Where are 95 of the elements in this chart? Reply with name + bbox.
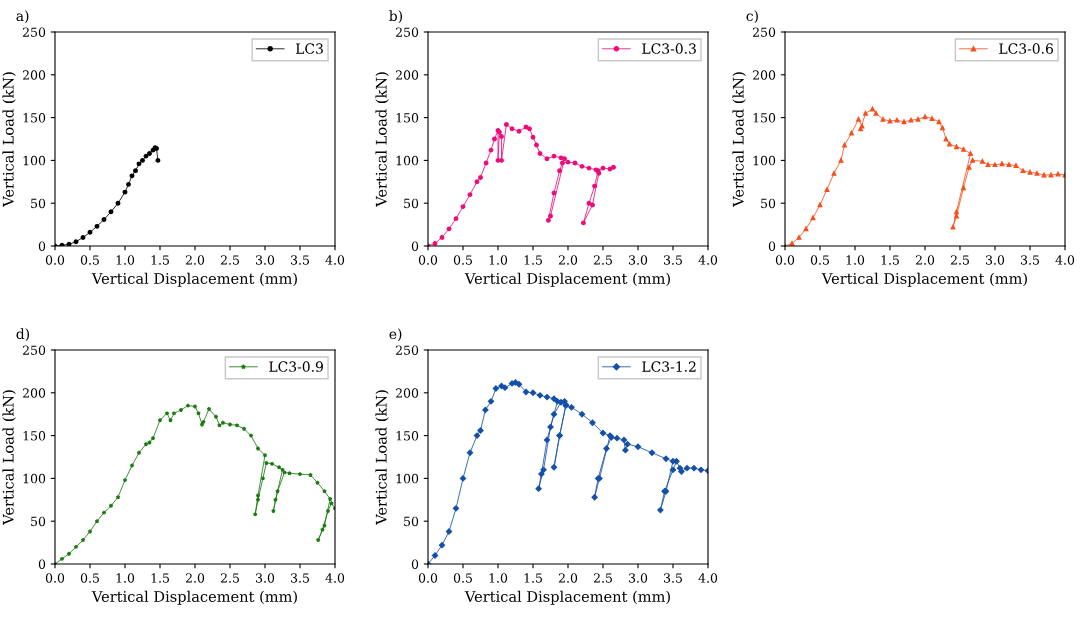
x-tick-label: 2.5 [593,255,612,265]
y-tick-label: 50 [404,516,419,527]
x-tick-label: 0.0 [45,255,65,265]
x-tick-label: 3.0 [629,255,648,265]
y-tick-label: 200 [22,388,46,398]
x-tick-label: 2.5 [220,255,239,265]
x-tick-label: 1.0 [116,573,135,583]
x-axis-title: Vertical Displacement (mm) [464,590,670,605]
legend-label: LC3-0.6 [999,43,1054,54]
y-tick-label: 200 [752,70,776,80]
y-axis-title: Vertical Load (kN) [2,390,16,525]
legend-label: LC3-1.2 [642,361,696,372]
x-tick-label: 4.0 [325,255,345,265]
x-axis-title: Vertical Displacement (mm) [464,272,670,287]
x-tick-label: 3.0 [256,255,275,265]
y-axis-title: Vertical Load (kN) [375,72,389,207]
y-tick-label: 150 [396,113,419,123]
x-axis-title: Vertical Displacement (mm) [91,272,297,287]
x-tick-label: 2.0 [558,255,578,265]
y-tick-label: 150 [23,431,46,441]
y-tick-label: 0 [38,559,46,569]
x-tick-label: 1.0 [846,255,865,265]
x-tick-label: 2.5 [593,573,612,583]
x-tick-label: 0.0 [418,255,438,265]
x-tick-label: 0.0 [418,573,438,583]
x-tick-label: 0.5 [453,573,472,583]
x-tick-label: 3.0 [629,573,648,583]
y-tick-label: 250 [395,27,419,37]
y-axis-title: Vertical Load (kN) [2,72,16,207]
x-tick-label: 2.0 [915,255,935,265]
x-tick-label: 4.0 [698,573,718,583]
x-tick-label: 3.5 [1021,255,1039,265]
legend-label: LC3 [295,43,323,54]
x-tick-label: 0.0 [45,573,65,583]
y-tick-label: 100 [23,473,46,484]
y-tick-label: 100 [396,155,419,166]
x-tick-label: 2.5 [950,255,969,265]
x-tick-label: 1.5 [524,255,542,265]
y-tick-label: 100 [396,473,419,484]
x-tick-label: 3.5 [664,255,682,265]
x-tick-label: 1.0 [489,573,508,583]
x-tick-label: 1.5 [881,255,899,265]
y-tick-label: 50 [31,516,46,527]
x-axis-title: Vertical Displacement (mm) [821,272,1027,287]
chart-title: e) [389,328,402,342]
y-tick-label: 0 [411,241,419,251]
y-axis-title: Vertical Load (kN) [375,390,389,525]
y-tick-label: 0 [768,241,776,251]
x-tick-label: 2.0 [185,573,205,583]
chart-title: a) [16,10,29,24]
x-tick-label: 4.0 [1055,255,1075,265]
x-tick-label: 1.0 [116,255,135,265]
x-tick-label: 1.5 [151,573,169,583]
x-tick-label: 4.0 [325,573,345,583]
y-tick-label: 50 [31,198,46,209]
x-tick-label: 3.0 [986,255,1005,265]
y-tick-label: 150 [23,113,46,123]
y-tick-label: 250 [752,27,776,37]
y-tick-label: 200 [22,70,46,80]
legend-label: LC3-0.3 [642,43,696,54]
x-tick-label: 2.0 [185,255,205,265]
y-axis-title: Vertical Load (kN) [732,72,746,207]
y-tick-label: 250 [22,345,46,355]
x-tick-label: 3.0 [256,573,275,583]
y-tick-label: 250 [395,345,419,355]
chart-title: d) [16,328,30,342]
legend-label: LC3-0.9 [269,361,323,372]
y-tick-label: 250 [22,27,46,37]
y-tick-label: 150 [396,431,419,441]
x-tick-label: 0.0 [775,255,795,265]
x-tick-label: 3.5 [291,255,309,265]
y-tick-label: 0 [38,241,46,251]
x-tick-label: 1.0 [489,255,508,265]
x-tick-label: 0.5 [453,255,472,265]
x-tick-label: 4.0 [698,255,718,265]
x-tick-label: 1.5 [524,573,542,583]
y-tick-label: 200 [395,388,419,398]
y-tick-label: 100 [23,155,46,166]
x-tick-label: 3.5 [664,573,682,583]
x-tick-label: 3.5 [291,573,309,583]
y-tick-label: 150 [753,113,776,123]
y-tick-label: 50 [404,198,419,209]
x-tick-label: 0.5 [80,573,99,583]
y-tick-label: 100 [753,155,776,166]
x-tick-label: 0.5 [810,255,829,265]
x-tick-label: 2.0 [558,573,578,583]
y-tick-label: 0 [411,559,419,569]
x-tick-label: 0.5 [80,255,99,265]
x-tick-label: 1.5 [151,255,169,265]
y-tick-label: 50 [761,198,776,209]
chart-title: c) [746,10,758,24]
y-tick-label: 200 [395,70,419,80]
x-tick-label: 2.5 [220,573,239,583]
x-axis-title: Vertical Displacement (mm) [91,590,297,605]
chart-title: b) [389,10,403,24]
